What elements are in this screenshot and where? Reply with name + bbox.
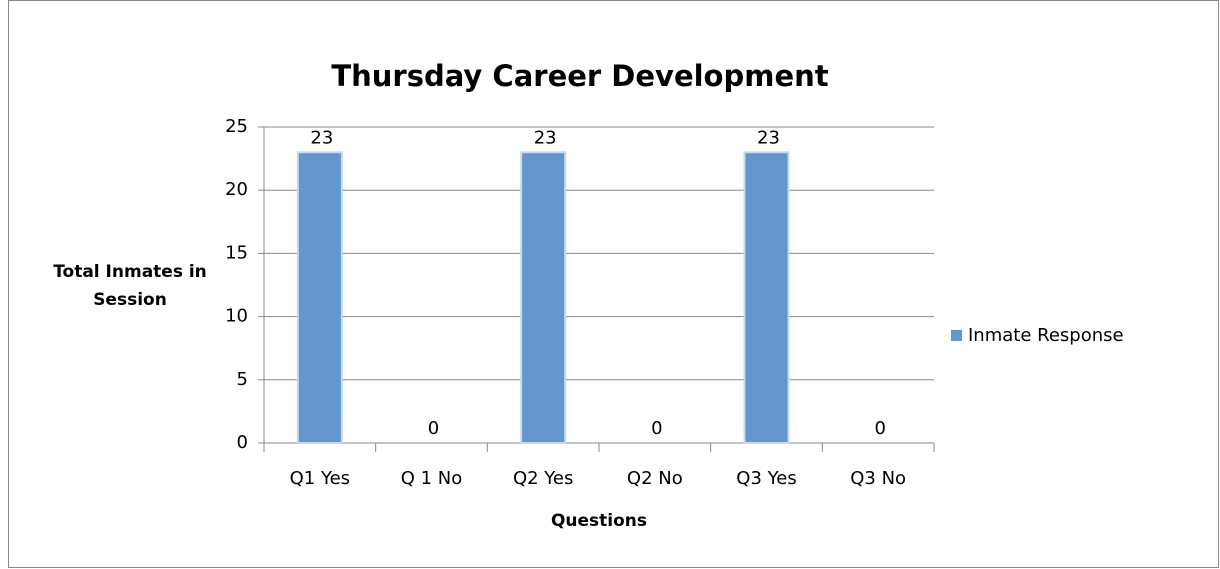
y-tick-label: 10 (225, 306, 248, 327)
x-tick-label: Q2 No (627, 468, 683, 489)
data-label: 0 (428, 418, 439, 439)
chart-border (8, 0, 1219, 568)
data-label: 0 (651, 418, 662, 439)
data-label: 23 (310, 127, 333, 148)
x-tick-label: Q3 No (850, 468, 906, 489)
data-label: 23 (757, 127, 780, 148)
x-axis-label: Questions (551, 511, 647, 531)
legend-label: Inmate Response (968, 325, 1124, 346)
data-label: 0 (874, 418, 885, 439)
y-tick-label: 15 (225, 242, 248, 263)
bar (520, 151, 567, 444)
y-tick-label: 25 (225, 116, 248, 137)
x-tick-label: Q3 Yes (736, 468, 796, 489)
legend-swatch (951, 330, 962, 341)
y-axis-label: Total Inmates in Session (53, 262, 207, 310)
x-tick-label: Q2 Yes (513, 468, 573, 489)
y-tick-label: 5 (237, 369, 248, 390)
bar (743, 151, 790, 444)
y-tick-label: 20 (225, 179, 248, 200)
y-tick-label: 0 (237, 432, 248, 453)
x-tick-label: Q1 Yes (290, 468, 350, 489)
bar (296, 151, 343, 444)
x-tick-label: Q 1 No (401, 468, 463, 489)
chart-title: Thursday Career Development (331, 59, 828, 93)
data-label: 23 (534, 127, 557, 148)
